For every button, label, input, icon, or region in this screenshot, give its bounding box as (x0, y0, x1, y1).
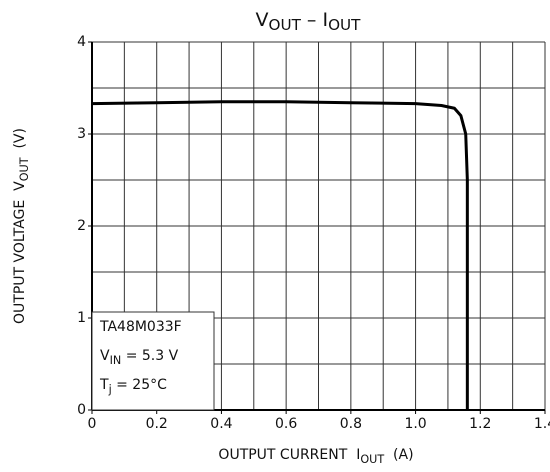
x-tick-label: 0.4 (210, 416, 232, 432)
annotation-line-part: j (108, 383, 112, 396)
x-tick-label: 0.8 (340, 416, 362, 432)
x-tick-label: 1.0 (404, 416, 426, 432)
y-tick-label: 4 (77, 34, 86, 50)
chart-title-part: OUT (328, 16, 361, 34)
chart-title-part: OUT (269, 16, 302, 34)
annotation-line: TA48M033F (99, 319, 182, 335)
annotation-line-part: T (99, 377, 109, 393)
x-axis-label-part: I (356, 447, 360, 463)
chart-title-part: V (256, 9, 269, 31)
chart-title: VOUT – IOUT (256, 9, 362, 34)
x-axis-label: OUTPUT CURRENT IOUT (A) (218, 447, 413, 466)
x-axis-label-part: OUT (360, 453, 384, 466)
chart-title-part: – (301, 9, 323, 31)
y-axis-label-part: OUTPUT VOLTAGE (12, 191, 28, 324)
x-axis-label-part: (A) (384, 447, 413, 463)
annotation-line-part: V (100, 348, 110, 364)
annotation-line: Tj = 25°C (99, 377, 167, 396)
x-tick-label: 0.2 (146, 416, 168, 432)
x-tick-label: 1.2 (469, 416, 491, 432)
y-axis-label-part: OUT (18, 157, 31, 181)
x-tick-label: 0 (88, 416, 97, 432)
data-line (91, 100, 469, 410)
y-tick-label: 0 (77, 402, 86, 418)
annotation-line-part: = 25°C (112, 377, 167, 393)
y-axis-label: OUTPUT VOLTAGE VOUT (V) (12, 128, 31, 324)
chart-title-part: I (322, 9, 328, 31)
x-tick-label: 1.4 (534, 416, 550, 432)
x-axis-label-part: OUTPUT CURRENT (218, 447, 356, 463)
y-tick-label: 2 (77, 218, 86, 234)
annotation-box (91, 311, 215, 411)
annotation-line-part: TA48M033F (99, 319, 182, 335)
y-tick-label: 1 (77, 310, 86, 326)
annotation-line-part: = 5.3 V (121, 348, 178, 364)
y-axis-label-part: V (12, 181, 28, 191)
annotation-line: VIN = 5.3 V (100, 348, 179, 367)
y-axis-label-part: (V) (12, 128, 28, 157)
y-tick-label: 3 (77, 126, 86, 142)
x-tick-label: 0.6 (275, 416, 297, 432)
annotation-line-part: IN (110, 354, 122, 367)
